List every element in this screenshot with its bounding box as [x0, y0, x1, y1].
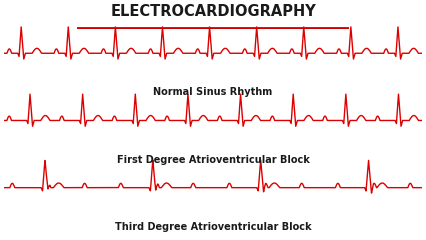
Text: Third Degree Atrioventricular Block: Third Degree Atrioventricular Block [115, 222, 311, 232]
Text: First Degree Atrioventricular Block: First Degree Atrioventricular Block [117, 155, 309, 165]
Text: ELECTROCARDIOGRAPHY: ELECTROCARDIOGRAPHY [110, 5, 316, 19]
Text: Normal Sinus Rhythm: Normal Sinus Rhythm [153, 87, 273, 97]
